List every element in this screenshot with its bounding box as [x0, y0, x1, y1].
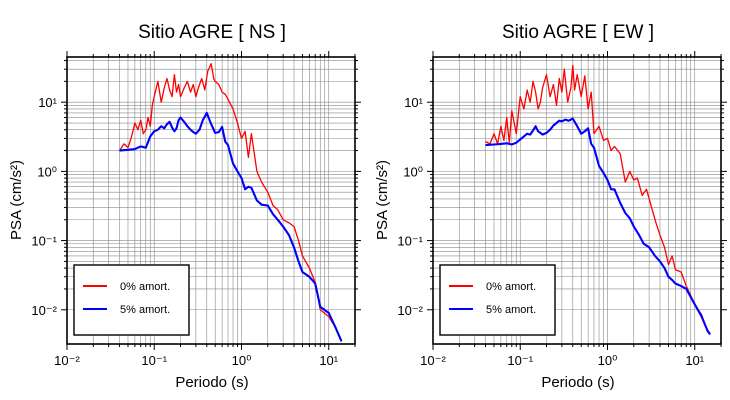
y-axis-label-ns: PSA (cm/s²)	[8, 160, 25, 240]
x-axis-label-ns: Periodo (s)	[175, 374, 248, 391]
x-tick-label: 10⁻¹	[507, 353, 533, 368]
panel-title-ns: Sitio AGRE [ NS ]	[138, 22, 286, 43]
plot-frame	[66, 56, 356, 345]
legend-box	[73, 264, 190, 336]
x-axis-label-ew: Periodo (s)	[541, 374, 614, 391]
x-tick-label: 10⁰	[598, 353, 618, 368]
series-line-undamped	[485, 64, 711, 335]
y-axis-label-ew: PSA (cm/s²)	[374, 160, 391, 240]
axis-ticks	[61, 51, 361, 350]
y-tick-label: 10¹	[38, 95, 57, 110]
legend-box	[439, 264, 556, 336]
y-tick-label: 10¹	[404, 95, 423, 110]
x-tick-label: 10⁰	[232, 353, 252, 368]
legend-label: 5% amort.	[486, 304, 536, 316]
legend: 0% amort. 5% amort.	[439, 264, 556, 336]
x-tick-label: 10⁻²	[420, 353, 446, 368]
y-tick-label: 10⁻²	[31, 303, 57, 318]
ew-panel: Sitio AGRE [ EW ] Periodo (s) PSA (cm/s²…	[374, 22, 727, 391]
x-tick-label: 10¹	[319, 353, 338, 368]
y-tick-label: 10⁻²	[397, 303, 423, 318]
legend-label: 0% amort.	[486, 281, 536, 293]
panel-title-ew: Sitio AGRE [ EW ]	[502, 22, 654, 43]
legend: 0% amort. 5% amort.	[73, 264, 190, 336]
x-tick-label: 10⁻²	[54, 353, 80, 368]
x-tick-label: 10¹	[685, 353, 704, 368]
y-tick-label: 10⁻¹	[397, 234, 423, 249]
plot-frame	[432, 56, 722, 345]
y-tick-label: 10⁻¹	[31, 234, 57, 249]
legend-label: 5% amort.	[120, 304, 170, 316]
y-tick-label: 10⁰	[403, 164, 423, 179]
ns-panel: Sitio AGRE [ NS ] Periodo (s) PSA (cm/s²…	[8, 22, 361, 391]
series-line-damped	[119, 111, 343, 342]
legend-label: 0% amort.	[120, 281, 170, 293]
x-tick-label: 10⁻¹	[141, 353, 167, 368]
series-line-damped	[485, 117, 711, 335]
axis-ticks	[427, 51, 727, 350]
y-tick-label: 10⁰	[37, 164, 57, 179]
series-line-undamped	[118, 63, 343, 342]
